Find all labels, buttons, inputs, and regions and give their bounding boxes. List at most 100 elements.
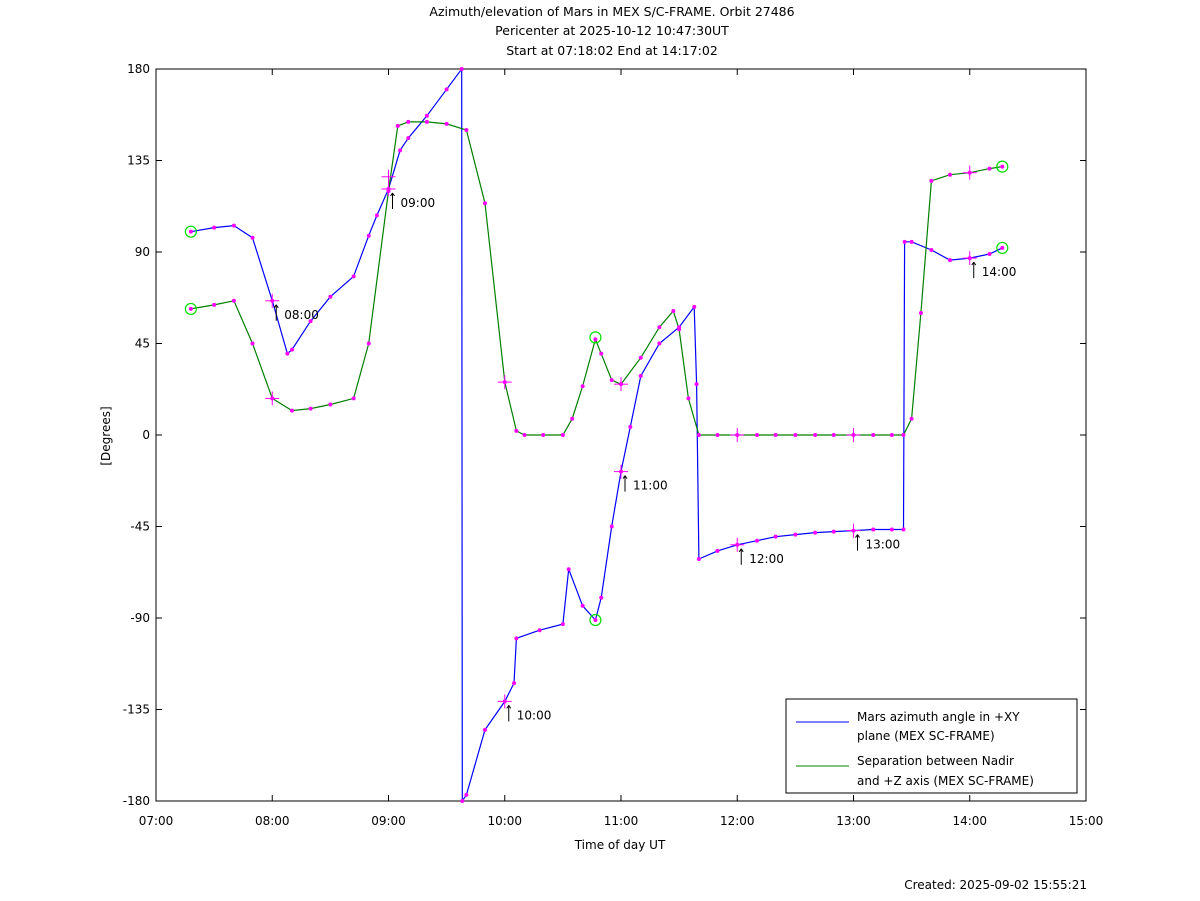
azimuth-point [831, 529, 836, 534]
azimuth-point [871, 527, 876, 532]
separation-point [514, 428, 519, 433]
azimuth-point [773, 534, 778, 539]
time-label-text: 09:00 [401, 196, 436, 210]
azimuth-point [889, 527, 894, 532]
x-tick-label: 09:00 [371, 814, 406, 828]
separation-point [686, 396, 691, 401]
separation-point [580, 384, 585, 389]
azimuth-point [308, 319, 313, 324]
x-tick-label: 11:00 [604, 814, 639, 828]
y-tick-label: 0 [142, 428, 150, 442]
azimuth-point [715, 548, 720, 553]
chart-title-line-1: Azimuth/elevation of Mars in MEX S/C-FRA… [429, 4, 794, 19]
azimuth-point [813, 530, 818, 535]
separation-point [929, 178, 934, 183]
separation-point [308, 406, 313, 411]
time-label: 12:00 [738, 548, 784, 566]
separation-point [1000, 164, 1005, 169]
legend-label-azimuth-line-1: Mars azimuth angle in +XY [857, 710, 1020, 724]
azimuth-point [696, 557, 701, 562]
time-label: 08:00 [273, 304, 319, 322]
separation-point [889, 433, 894, 437]
time-label: 09:00 [390, 192, 436, 210]
hour-cross-marker [730, 428, 745, 442]
separation-point [395, 123, 400, 128]
azimuth-point [599, 595, 604, 600]
azimuth-point [609, 524, 614, 529]
azimuth-point [987, 252, 992, 257]
hour-cross-marker [614, 377, 628, 392]
separation-point [212, 302, 217, 307]
legend-label-azimuth-line-2: plane (MEX SC-FRAME) [857, 729, 995, 743]
time-label-text: 12:00 [749, 552, 784, 566]
azimuth-point [929, 247, 934, 252]
legend-box [785, 698, 1078, 794]
separation-point [424, 119, 429, 124]
separation-point [831, 433, 836, 437]
y-tick-label: 90 [135, 245, 150, 259]
separation-point [290, 408, 295, 413]
y-tick-label: -45 [130, 520, 150, 534]
y-tick-label: -90 [130, 611, 150, 625]
azimuth-point [366, 233, 371, 238]
y-tick-label: -180 [123, 794, 150, 808]
legend-label-separation-line-2: and +Z axis (MEX SC-FRAME) [857, 774, 1034, 788]
hour-cross-marker [265, 391, 280, 406]
hour-cross-marker [846, 428, 861, 442]
endpoint-circle [184, 225, 197, 238]
separation-point [909, 416, 914, 421]
separation-point [570, 416, 575, 421]
azimuth-point [1000, 245, 1005, 250]
endpoint-circle [996, 241, 1009, 255]
hour-cross-marker [730, 537, 745, 552]
time-label-text: 10:00 [517, 708, 552, 722]
azimuth-point [459, 67, 464, 71]
separation-point [773, 433, 778, 437]
x-axis-ticks: 07:00 08:00 09:00 10:00 11:00 12:00 13:00 14:00… [139, 69, 1104, 828]
separation-point [593, 337, 598, 342]
time-label-text: 13:00 [866, 538, 901, 552]
separation-point [522, 433, 527, 437]
azimuth-point [482, 727, 487, 732]
hour-cross-marker [497, 694, 512, 709]
time-label: 13:00 [855, 534, 901, 552]
x-tick-label: 15:00 [1069, 814, 1104, 828]
time-labels: 08:00 09:00 10:00 11:00 12:00 13:00 14:00 [273, 192, 1016, 722]
endpoint-circle [589, 331, 602, 344]
separation-point [250, 341, 255, 346]
time-label: 11:00 [622, 475, 668, 493]
hour-cross-marker [381, 181, 396, 196]
separation-point [755, 433, 760, 437]
azimuth-point [374, 213, 379, 218]
separation-point [188, 306, 193, 311]
azimuth-point [231, 223, 236, 228]
azimuth-point [537, 628, 542, 633]
azimuth-point [902, 239, 907, 244]
azimuth-point [580, 603, 585, 608]
azimuth-point [250, 235, 255, 240]
azimuth-point [755, 538, 760, 543]
separation-point [638, 355, 643, 360]
azimuth-point [444, 87, 449, 92]
azimuth-point [566, 567, 571, 572]
separation-point [541, 433, 546, 437]
series-lines [190, 67, 1003, 803]
y-tick-label: -135 [123, 703, 150, 717]
x-tick-label: 07:00 [139, 814, 174, 828]
azimuth-point [514, 636, 519, 641]
azimuth-point [628, 424, 633, 429]
azimuth-point [657, 341, 662, 346]
separation-point [560, 433, 565, 437]
time-label-text: 11:00 [633, 479, 668, 493]
legend-label-separation-line-1: Separation between Nadir [857, 754, 1014, 768]
hour-cross-marker [962, 251, 977, 266]
azimuth-point [460, 799, 465, 803]
azimuth-point [351, 274, 356, 279]
data-markers [184, 67, 1009, 803]
legend: Mars azimuth angle in +XY plane (MEX SC-… [785, 698, 1078, 794]
separation-point [482, 201, 487, 206]
azimuth-point [638, 374, 643, 379]
created-timestamp: Created: 2025-09-02 15:55:21 [904, 878, 1087, 892]
azimuth-point [901, 527, 906, 532]
